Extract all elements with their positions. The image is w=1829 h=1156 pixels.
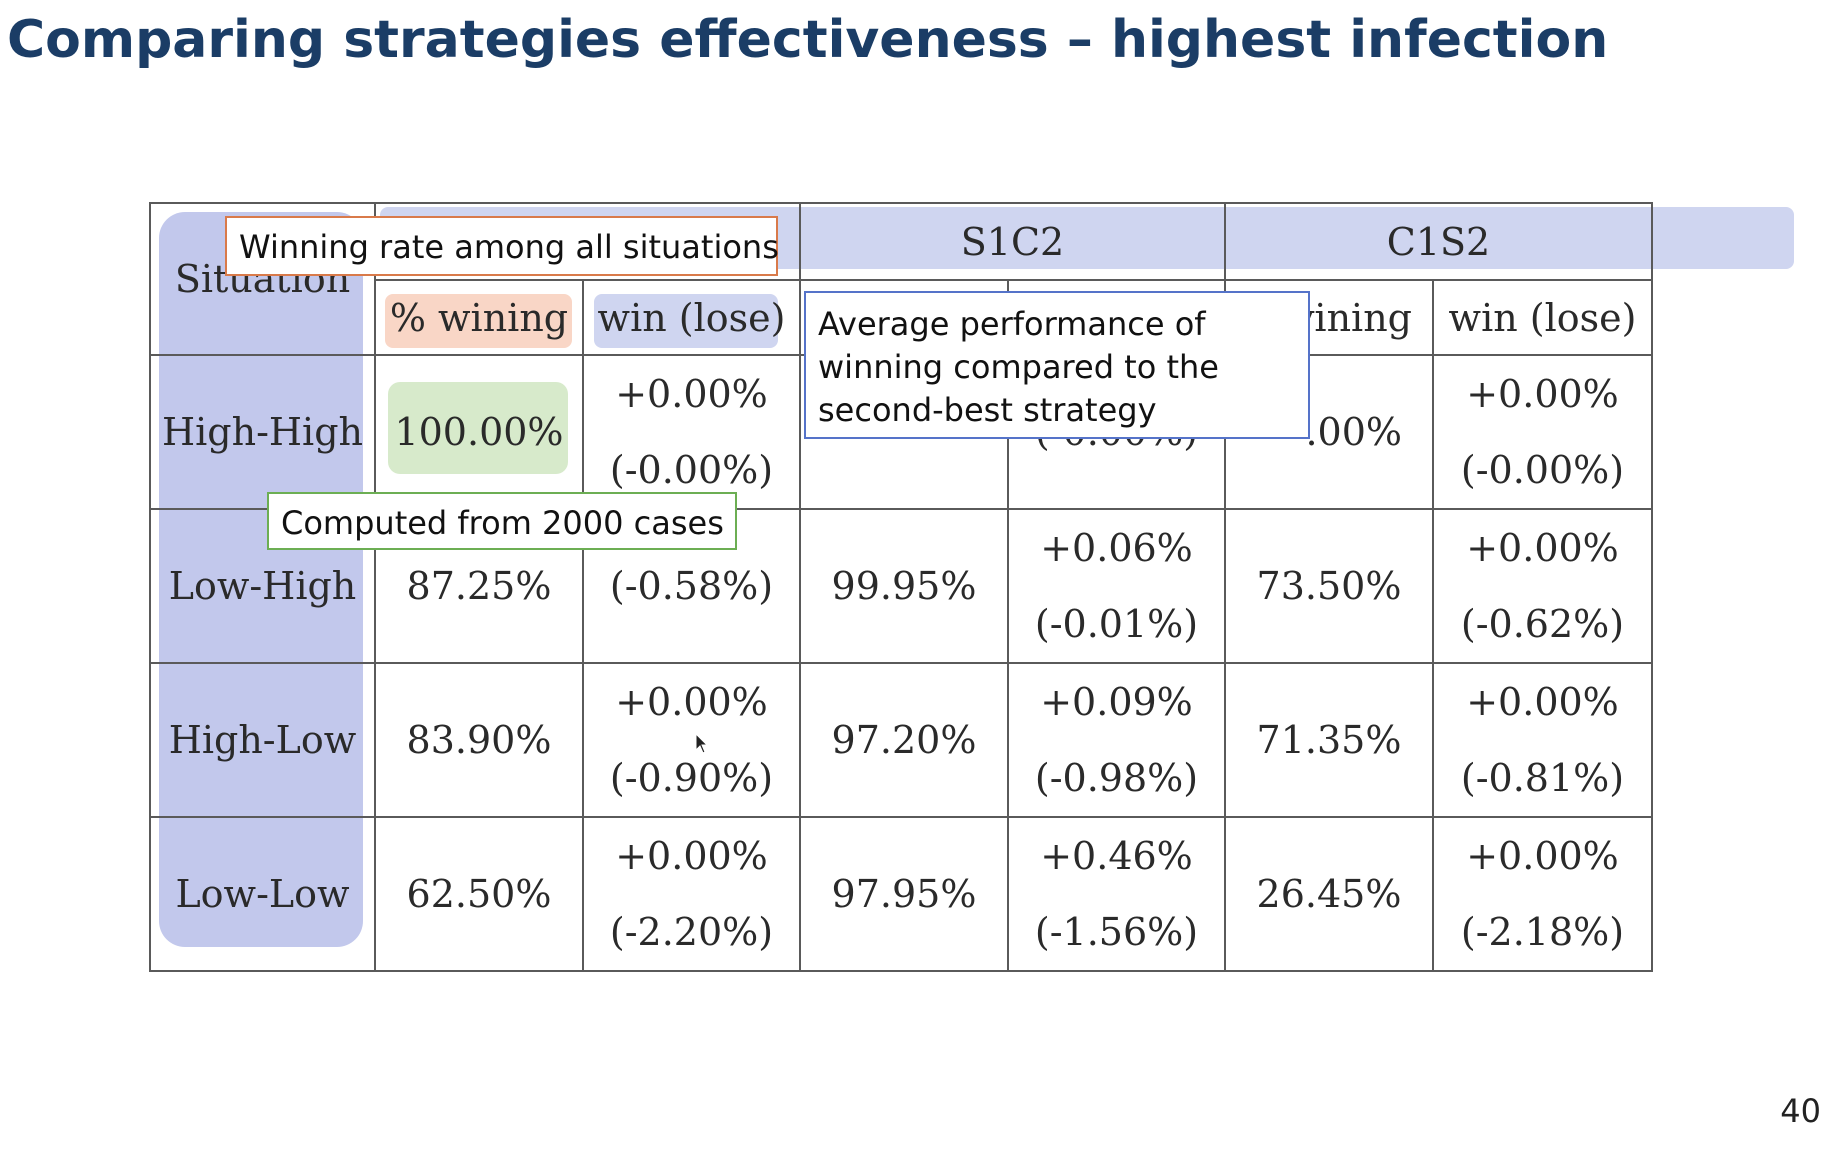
annotation-line: winning compared to the <box>818 348 1219 386</box>
row-s1c2-rate: 99.95% <box>799 508 1009 664</box>
row-c1s2-winlose: +0.00% (-0.81%) <box>1432 662 1653 818</box>
slide-title: Comparing strategies effectiveness – hig… <box>7 10 1609 70</box>
row-situation: High-Low <box>149 662 376 818</box>
row-s1c2-winlose: +0.09% (-0.98%) <box>1007 662 1226 818</box>
row-c1s2-winlose: +0.00% (-0.00%) <box>1432 354 1653 510</box>
row-c1s2-rate: 73.50% <box>1224 508 1434 664</box>
row-winning-rate: 62.50% <box>374 816 584 972</box>
table-row: High-High 100.00% +0.00%(-0.00%) (-0.00%… <box>149 354 1653 510</box>
row-winning-winlose: +0.00% (-0.90%) <box>582 662 801 818</box>
row-situation: Low-Low <box>149 816 376 972</box>
winning-rate-annotation: Winning rate among all situations <box>225 216 779 276</box>
row-situation: High-High <box>149 354 376 510</box>
row-s1c2-rate: 97.95% <box>799 816 1009 972</box>
mouse-cursor-icon <box>695 733 709 754</box>
annotation-line: Average performance of <box>818 305 1206 343</box>
row-c1s2-rate: 71.35% <box>1224 662 1434 818</box>
row-c1s2-winlose: +0.00% (-2.18%) <box>1432 816 1653 972</box>
computed-cases-annotation: Computed from 2000 cases <box>267 492 737 550</box>
table-row: High-Low 83.90% +0.00% (-0.90%) 97.20% +0… <box>149 662 1653 818</box>
row-winning-rate: 100.00% <box>374 354 584 510</box>
row-winning-winlose: +0.00% (-0.00%) <box>582 354 801 510</box>
row-c1s2-rate: 26.45% <box>1224 816 1434 972</box>
average-performance-annotation: Average performance of winning compared … <box>804 291 1310 439</box>
row-s1c2-winlose: +0.06% (-0.01%) <box>1007 508 1226 664</box>
subheader-pct-winning: % wining <box>374 279 584 356</box>
row-winning-winlose: +0.00% (-2.20%) <box>582 816 801 972</box>
table-row: Low-Low 62.50% +0.00% (-2.20%) 97.95% +0.… <box>149 816 1653 972</box>
comparison-table-area: Situation S1C2 C1S2 % wining win (lose) … <box>149 202 1794 972</box>
subheader-win-lose: win (lose) <box>582 279 801 356</box>
row-s1c2-rate: 97.20% <box>799 662 1009 818</box>
row-c1s2-winlose: +0.00% (-0.62%) <box>1432 508 1653 664</box>
header-s1c2: S1C2 <box>799 202 1226 281</box>
row-s1c2-winlose: +0.46% (-1.56%) <box>1007 816 1226 972</box>
header-c1s2: C1S2 <box>1224 202 1653 281</box>
row-winning-rate: 83.90% <box>374 662 584 818</box>
page-number: 40 <box>1780 1092 1821 1130</box>
subheader-c1s2-win-lose: win (lose) <box>1432 279 1653 356</box>
annotation-line: second-best strategy <box>818 391 1157 429</box>
